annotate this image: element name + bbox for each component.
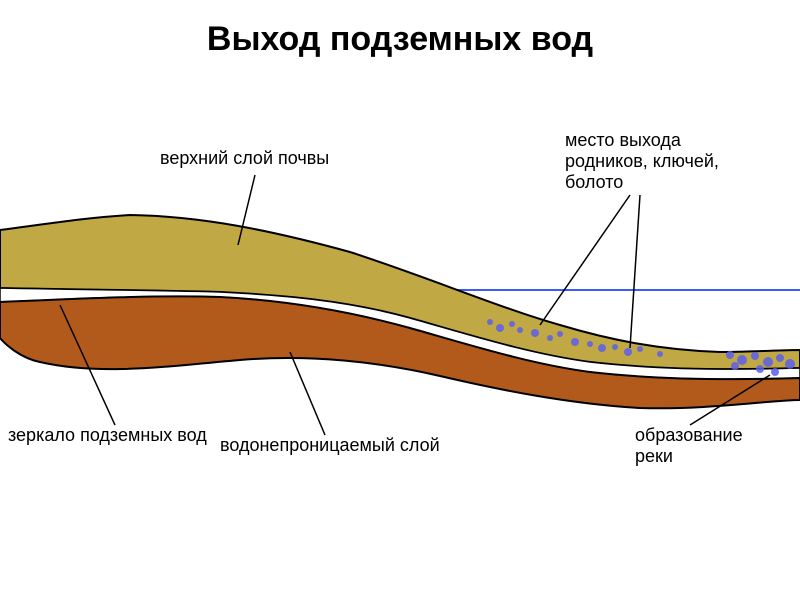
label-impermeable: водонепроницаемый слой [220, 435, 440, 456]
label-topsoil: верхний слой почвы [160, 148, 329, 169]
label-springs: место выхода родников, ключей, болото [565, 130, 719, 193]
label-watertable: зеркало подземных вод [8, 425, 207, 446]
label-river: образование реки [635, 425, 743, 467]
page-title: Выход подземных вод [0, 0, 800, 59]
groundwater-diagram: верхний слой почвы место выхода родников… [0, 100, 800, 500]
leader-impermeable [290, 352, 325, 435]
